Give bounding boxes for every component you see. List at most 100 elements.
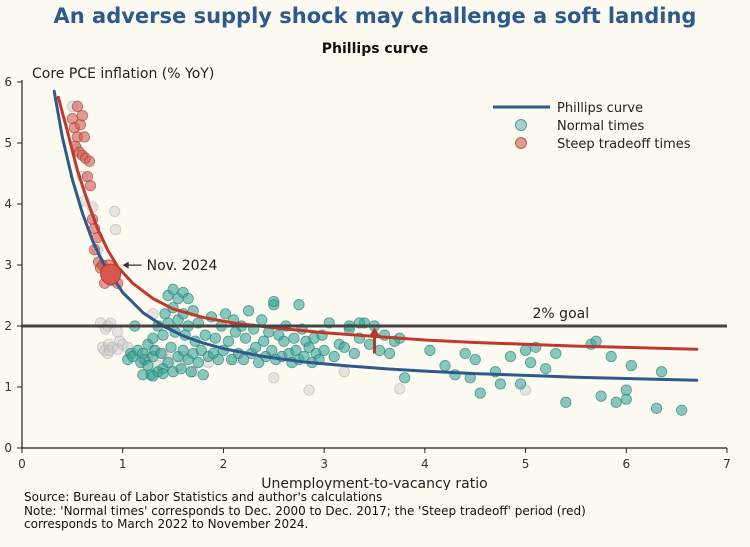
y-tick-label: 1	[4, 380, 12, 394]
normal-point	[550, 347, 562, 360]
y-tick-label: 2	[4, 319, 12, 333]
normal-point	[209, 332, 221, 344]
normal-point	[605, 350, 617, 363]
normal-point	[137, 369, 149, 381]
normal-point	[348, 347, 360, 360]
steep-point	[84, 180, 97, 192]
normal-point	[328, 350, 340, 363]
x-tick-label: 1	[119, 457, 127, 471]
normal-point	[222, 335, 235, 347]
steep-point	[74, 119, 87, 131]
normal-point	[525, 356, 537, 369]
nov-2024-pointer-head	[122, 261, 129, 269]
normal-point	[474, 387, 486, 399]
normal-point	[243, 305, 255, 317]
phillips-curve-chart: 2% goal 0 1 2 3 4 5 6 7 0 1 2 3 4 5 6 Unemployment-to-v…	[4, 66, 730, 490]
normal-point	[655, 366, 668, 378]
y-tick-label: 0	[4, 441, 12, 455]
normal-point	[278, 335, 290, 347]
normal-point	[192, 356, 204, 369]
normal-point	[165, 341, 177, 353]
axes: 0 1 2 3 4 5 6 7 0 1 2 3 4 5 6 Unemployment-to-vacancy r…	[4, 66, 730, 490]
normal-point	[610, 396, 622, 408]
annotations: Nov. 2024	[100, 258, 381, 354]
normal-point	[268, 295, 280, 308]
phillips-curve-line	[52, 89, 699, 382]
chart-headline: An adverse supply shock may challenge a …	[53, 4, 697, 28]
period-note-line-1: Note: 'Normal times' corresponds to Dec.…	[24, 503, 586, 518]
x-tick-label: 0	[18, 457, 26, 471]
legend-label-normal: Normal times	[557, 119, 645, 134]
x-tick-label: 4	[421, 457, 429, 471]
y-tick-label: 4	[4, 197, 12, 211]
legend-label-steep: Steep tradeoff times	[557, 137, 691, 152]
normal-point	[167, 283, 179, 295]
normal-point	[590, 335, 602, 347]
normal-point	[676, 404, 688, 416]
x-tick-label: 6	[622, 457, 630, 471]
normal-point	[338, 341, 350, 353]
x-tick-label: 3	[320, 457, 328, 471]
normal-point	[162, 356, 174, 369]
gray-point	[114, 335, 126, 347]
normal-point	[560, 396, 572, 408]
normal-point	[175, 363, 187, 375]
x-tick-label: 2	[220, 457, 228, 471]
gray-point	[268, 372, 280, 384]
normal-point	[199, 329, 211, 341]
y-tick-label: 5	[4, 136, 12, 150]
normal-point	[258, 335, 270, 347]
normal-point	[195, 344, 207, 356]
legend-steep-swatch	[515, 137, 527, 149]
y-axis-title: Core PCE inflation (% YoY)	[32, 66, 214, 82]
normal-point	[177, 344, 189, 356]
nov-2024-label: Nov. 2024	[147, 258, 218, 274]
period-note-line-2: corresponds to March 2022 to November 20…	[24, 517, 309, 531]
gray-point	[303, 384, 315, 396]
normal-point	[147, 332, 159, 344]
legend-normal-swatch	[515, 119, 527, 131]
normal-point	[424, 344, 436, 356]
normal-point	[253, 356, 265, 369]
normal-point	[197, 369, 209, 381]
shift-arrow-head	[368, 327, 381, 338]
normal-point	[384, 347, 396, 360]
nov-2024-point	[100, 263, 122, 285]
goal-line-group: 2% goal	[22, 306, 727, 328]
gray-point	[109, 205, 121, 217]
steep-point	[78, 131, 91, 143]
normal-point	[620, 384, 632, 396]
normal-point	[239, 332, 252, 344]
normal-point	[469, 353, 481, 366]
normal-point	[514, 378, 527, 390]
steep-tradeoff-curve-line	[56, 95, 699, 351]
normal-point	[293, 299, 305, 311]
steep-point	[83, 155, 96, 167]
normal-point	[185, 366, 197, 378]
normal-point	[182, 292, 194, 305]
normal-point	[439, 360, 451, 372]
legend-label-phillips: Phillips curve	[557, 101, 643, 116]
legend: Phillips curve Normal times Steep tradeoff…	[493, 101, 691, 152]
normal-point	[147, 370, 159, 382]
normal-point	[266, 344, 278, 356]
gray-point	[104, 344, 116, 356]
normal-point	[595, 390, 607, 402]
x-tick-label: 5	[522, 457, 530, 471]
gray-point	[338, 366, 350, 378]
normal-point	[459, 347, 471, 360]
fitted-curves	[52, 89, 699, 382]
y-tick-label: 3	[4, 258, 12, 272]
gray-point	[394, 383, 406, 395]
normal-point	[157, 329, 169, 341]
normal-point	[288, 332, 300, 344]
normal-point	[540, 363, 552, 375]
gray-point	[112, 326, 124, 338]
normal-point	[212, 353, 224, 366]
chart-title: Phillips curve	[321, 41, 429, 57]
normal-point	[399, 372, 411, 384]
normal-point	[303, 341, 315, 353]
normal-point	[318, 344, 330, 356]
normal-point	[650, 402, 663, 414]
steep-point	[71, 100, 83, 113]
